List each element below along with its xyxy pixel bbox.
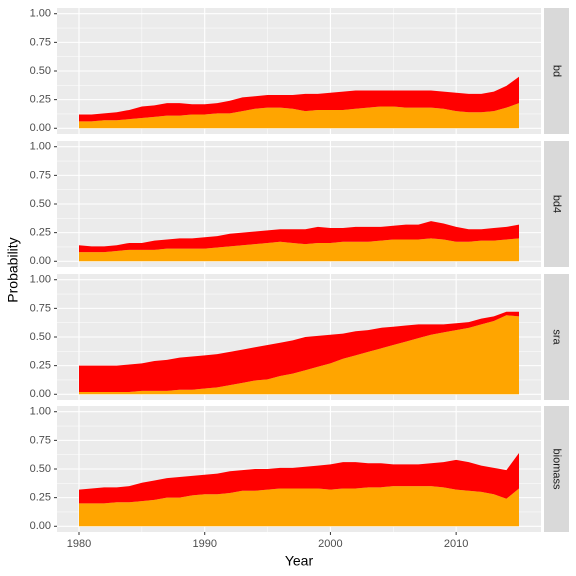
- area: [79, 238, 519, 262]
- x-tick-label: 2000: [318, 538, 342, 550]
- strip-background: [544, 274, 569, 400]
- facet-label: sra: [551, 329, 563, 345]
- y-tick-label: 1.00: [30, 141, 51, 153]
- area: [79, 76, 519, 122]
- y-tick-label: 1.00: [30, 406, 51, 418]
- facet-label: bd4: [551, 195, 563, 213]
- area: [79, 103, 519, 129]
- y-tick-label: 0.00: [30, 255, 51, 267]
- y-tick-label: 0.75: [30, 434, 51, 446]
- area: [79, 221, 519, 253]
- facet-label: biomass: [551, 449, 563, 490]
- x-tick-label: 1980: [67, 538, 91, 550]
- y-tick-label: 1.00: [30, 8, 51, 20]
- y-tick-label: 0.50: [30, 463, 51, 475]
- y-tick-label: 0.25: [30, 360, 51, 372]
- y-axis-title: Probability: [5, 237, 21, 302]
- y-tick-label: 0.00: [30, 388, 51, 400]
- y-tick-label: 0.25: [30, 94, 51, 106]
- x-axis-title: Year: [285, 553, 314, 569]
- y-tick-label: 0.00: [30, 520, 51, 532]
- area: [79, 452, 519, 504]
- x-tick-label: 2010: [444, 538, 468, 550]
- y-tick-label: 0.50: [30, 65, 51, 77]
- y-tick-label: 0.25: [30, 492, 51, 504]
- area: [79, 311, 519, 392]
- y-tick-label: 0.75: [30, 302, 51, 314]
- strip-background: [544, 8, 569, 134]
- area: [79, 315, 519, 395]
- y-tick-label: 0.75: [30, 36, 51, 48]
- strip-background: [544, 406, 569, 532]
- y-tick-label: 0.50: [30, 331, 51, 343]
- area: [79, 486, 519, 527]
- y-tick-label: 0.25: [30, 227, 51, 239]
- x-tick-label: 1990: [192, 538, 216, 550]
- y-tick-label: 0.50: [30, 198, 51, 210]
- y-tick-label: 0.00: [30, 122, 51, 134]
- facet-label: bd: [551, 65, 563, 77]
- y-tick-label: 0.75: [30, 169, 51, 181]
- strip-background: [544, 141, 569, 267]
- y-tick-label: 1.00: [30, 274, 51, 286]
